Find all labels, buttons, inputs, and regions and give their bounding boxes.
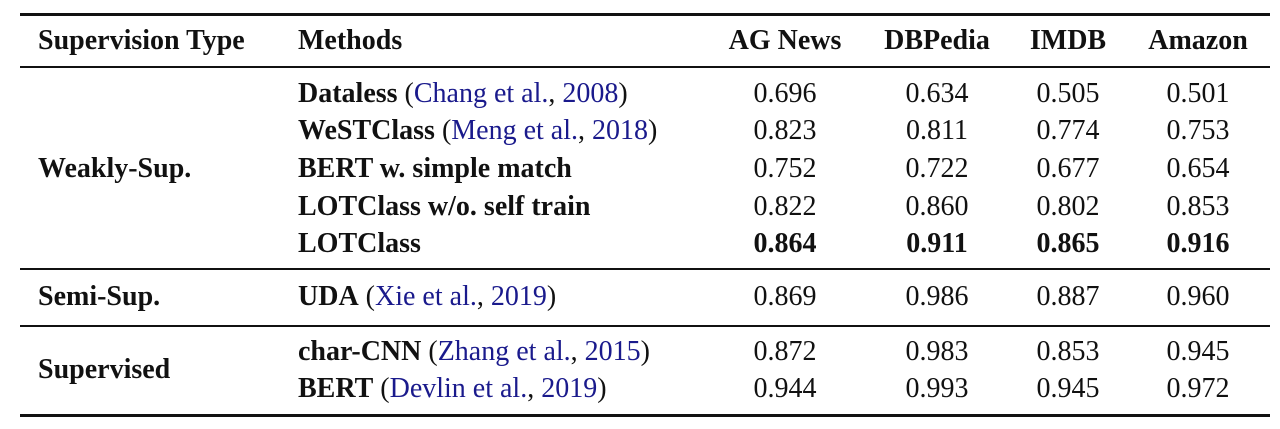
group-label-semi-sup: Semi-Sup. <box>38 281 161 312</box>
method-name: WeSTClass <box>298 115 435 146</box>
cite-close: ) <box>640 336 650 367</box>
method-cell: WeSTClass (Meng et al., 2018) <box>298 114 657 148</box>
cite-open: ( <box>397 78 414 109</box>
value-ag-news: 0.869 <box>753 281 817 312</box>
value-amazon: 0.654 <box>1166 153 1230 184</box>
group-label-weakly-sup: Weakly-Sup. <box>38 153 192 184</box>
citation-year[interactable]: 2008 <box>562 78 619 109</box>
method-name: Dataless <box>298 78 398 109</box>
value-ag-news: 0.696 <box>753 78 817 109</box>
value-amazon: 0.945 <box>1166 336 1230 367</box>
group-rule-1 <box>20 268 1270 270</box>
value-dbpedia: 0.993 <box>905 373 969 404</box>
value-dbpedia: 0.860 <box>905 191 969 222</box>
value-ag-news: 0.752 <box>753 153 817 184</box>
value-ag-news: 0.872 <box>753 336 817 367</box>
value-amazon: 0.753 <box>1166 115 1230 146</box>
value-imdb: 0.853 <box>1036 336 1100 367</box>
cite-sep: , <box>548 78 563 109</box>
value-amazon: 0.853 <box>1166 191 1230 222</box>
value-ag-news-best: 0.864 <box>753 228 817 259</box>
cite-close: ) <box>618 78 628 109</box>
value-dbpedia: 0.811 <box>906 115 968 146</box>
value-dbpedia: 0.634 <box>905 78 969 109</box>
method-cell: LOTClass <box>298 227 421 261</box>
cite-sep: , <box>570 336 585 367</box>
header-supervision-type: Supervision Type <box>38 25 245 56</box>
value-amazon: 0.972 <box>1166 373 1230 404</box>
cite-sep: , <box>476 281 491 312</box>
citation-year[interactable]: 2019 <box>541 373 598 404</box>
citation-authors[interactable]: Xie et al. <box>375 281 477 312</box>
method-name: char-CNN <box>298 336 422 367</box>
cite-close: ) <box>546 281 557 312</box>
bottom-rule <box>20 414 1270 417</box>
value-amazon: 0.501 <box>1166 78 1230 109</box>
value-dbpedia: 0.986 <box>905 281 969 312</box>
value-imdb: 0.774 <box>1036 115 1100 146</box>
citation-authors[interactable]: Meng et al. <box>451 115 579 146</box>
citation-authors[interactable]: Zhang et al. <box>437 336 571 367</box>
top-rule <box>20 13 1270 16</box>
method-name: LOTClass <box>298 228 421 259</box>
value-ag-news: 0.944 <box>753 373 817 404</box>
cite-sep: , <box>527 373 542 404</box>
cite-open: ( <box>358 281 375 312</box>
header-methods: Methods <box>298 25 403 56</box>
citation-year[interactable]: 2015 <box>584 336 641 367</box>
value-amazon-best: 0.916 <box>1166 228 1230 259</box>
value-imdb: 0.677 <box>1036 153 1100 184</box>
method-name: LOTClass w/o. self train <box>298 191 591 222</box>
header-amazon: Amazon <box>1148 25 1248 56</box>
citation-authors[interactable]: Chang et al. <box>413 78 549 109</box>
value-dbpedia: 0.983 <box>905 336 969 367</box>
cite-sep: , <box>578 115 593 146</box>
value-imdb: 0.945 <box>1036 373 1100 404</box>
header-ag-news: AG News <box>728 25 842 56</box>
method-cell: BERT (Devlin et al., 2019) <box>298 372 607 406</box>
method-name: BERT w. simple match <box>298 153 572 184</box>
citation-year[interactable]: 2019 <box>490 281 547 312</box>
value-imdb: 0.505 <box>1036 78 1100 109</box>
header-dbpedia: DBPedia <box>884 25 990 56</box>
citation-year[interactable]: 2018 <box>592 115 649 146</box>
method-name: BERT <box>298 373 374 404</box>
value-ag-news: 0.822 <box>753 191 817 222</box>
value-imdb: 0.802 <box>1036 191 1100 222</box>
value-dbpedia-best: 0.911 <box>906 228 968 259</box>
group-rule-2 <box>20 325 1270 327</box>
method-cell: UDA (Xie et al., 2019) <box>298 280 556 314</box>
header-imdb: IMDB <box>1029 25 1107 56</box>
cite-open: ( <box>421 336 438 367</box>
group-label-supervised: Supervised <box>38 354 171 385</box>
cite-close: ) <box>648 115 658 146</box>
cite-open: ( <box>434 115 452 146</box>
value-imdb: 0.887 <box>1036 281 1100 312</box>
cite-open: ( <box>373 373 390 404</box>
value-amazon: 0.960 <box>1166 281 1230 312</box>
header-rule <box>20 66 1270 68</box>
value-imdb-best: 0.865 <box>1036 228 1100 259</box>
method-cell: Dataless (Chang et al., 2008) <box>298 77 628 111</box>
value-ag-news: 0.823 <box>753 115 817 146</box>
method-cell: BERT w. simple match <box>298 152 572 186</box>
citation-authors[interactable]: Devlin et al. <box>389 373 528 404</box>
method-cell: LOTClass w/o. self train <box>298 190 590 224</box>
method-cell: char-CNN (Zhang et al., 2015) <box>298 335 650 369</box>
method-name: UDA <box>298 281 359 312</box>
cite-close: ) <box>597 373 607 404</box>
value-dbpedia: 0.722 <box>905 153 969 184</box>
